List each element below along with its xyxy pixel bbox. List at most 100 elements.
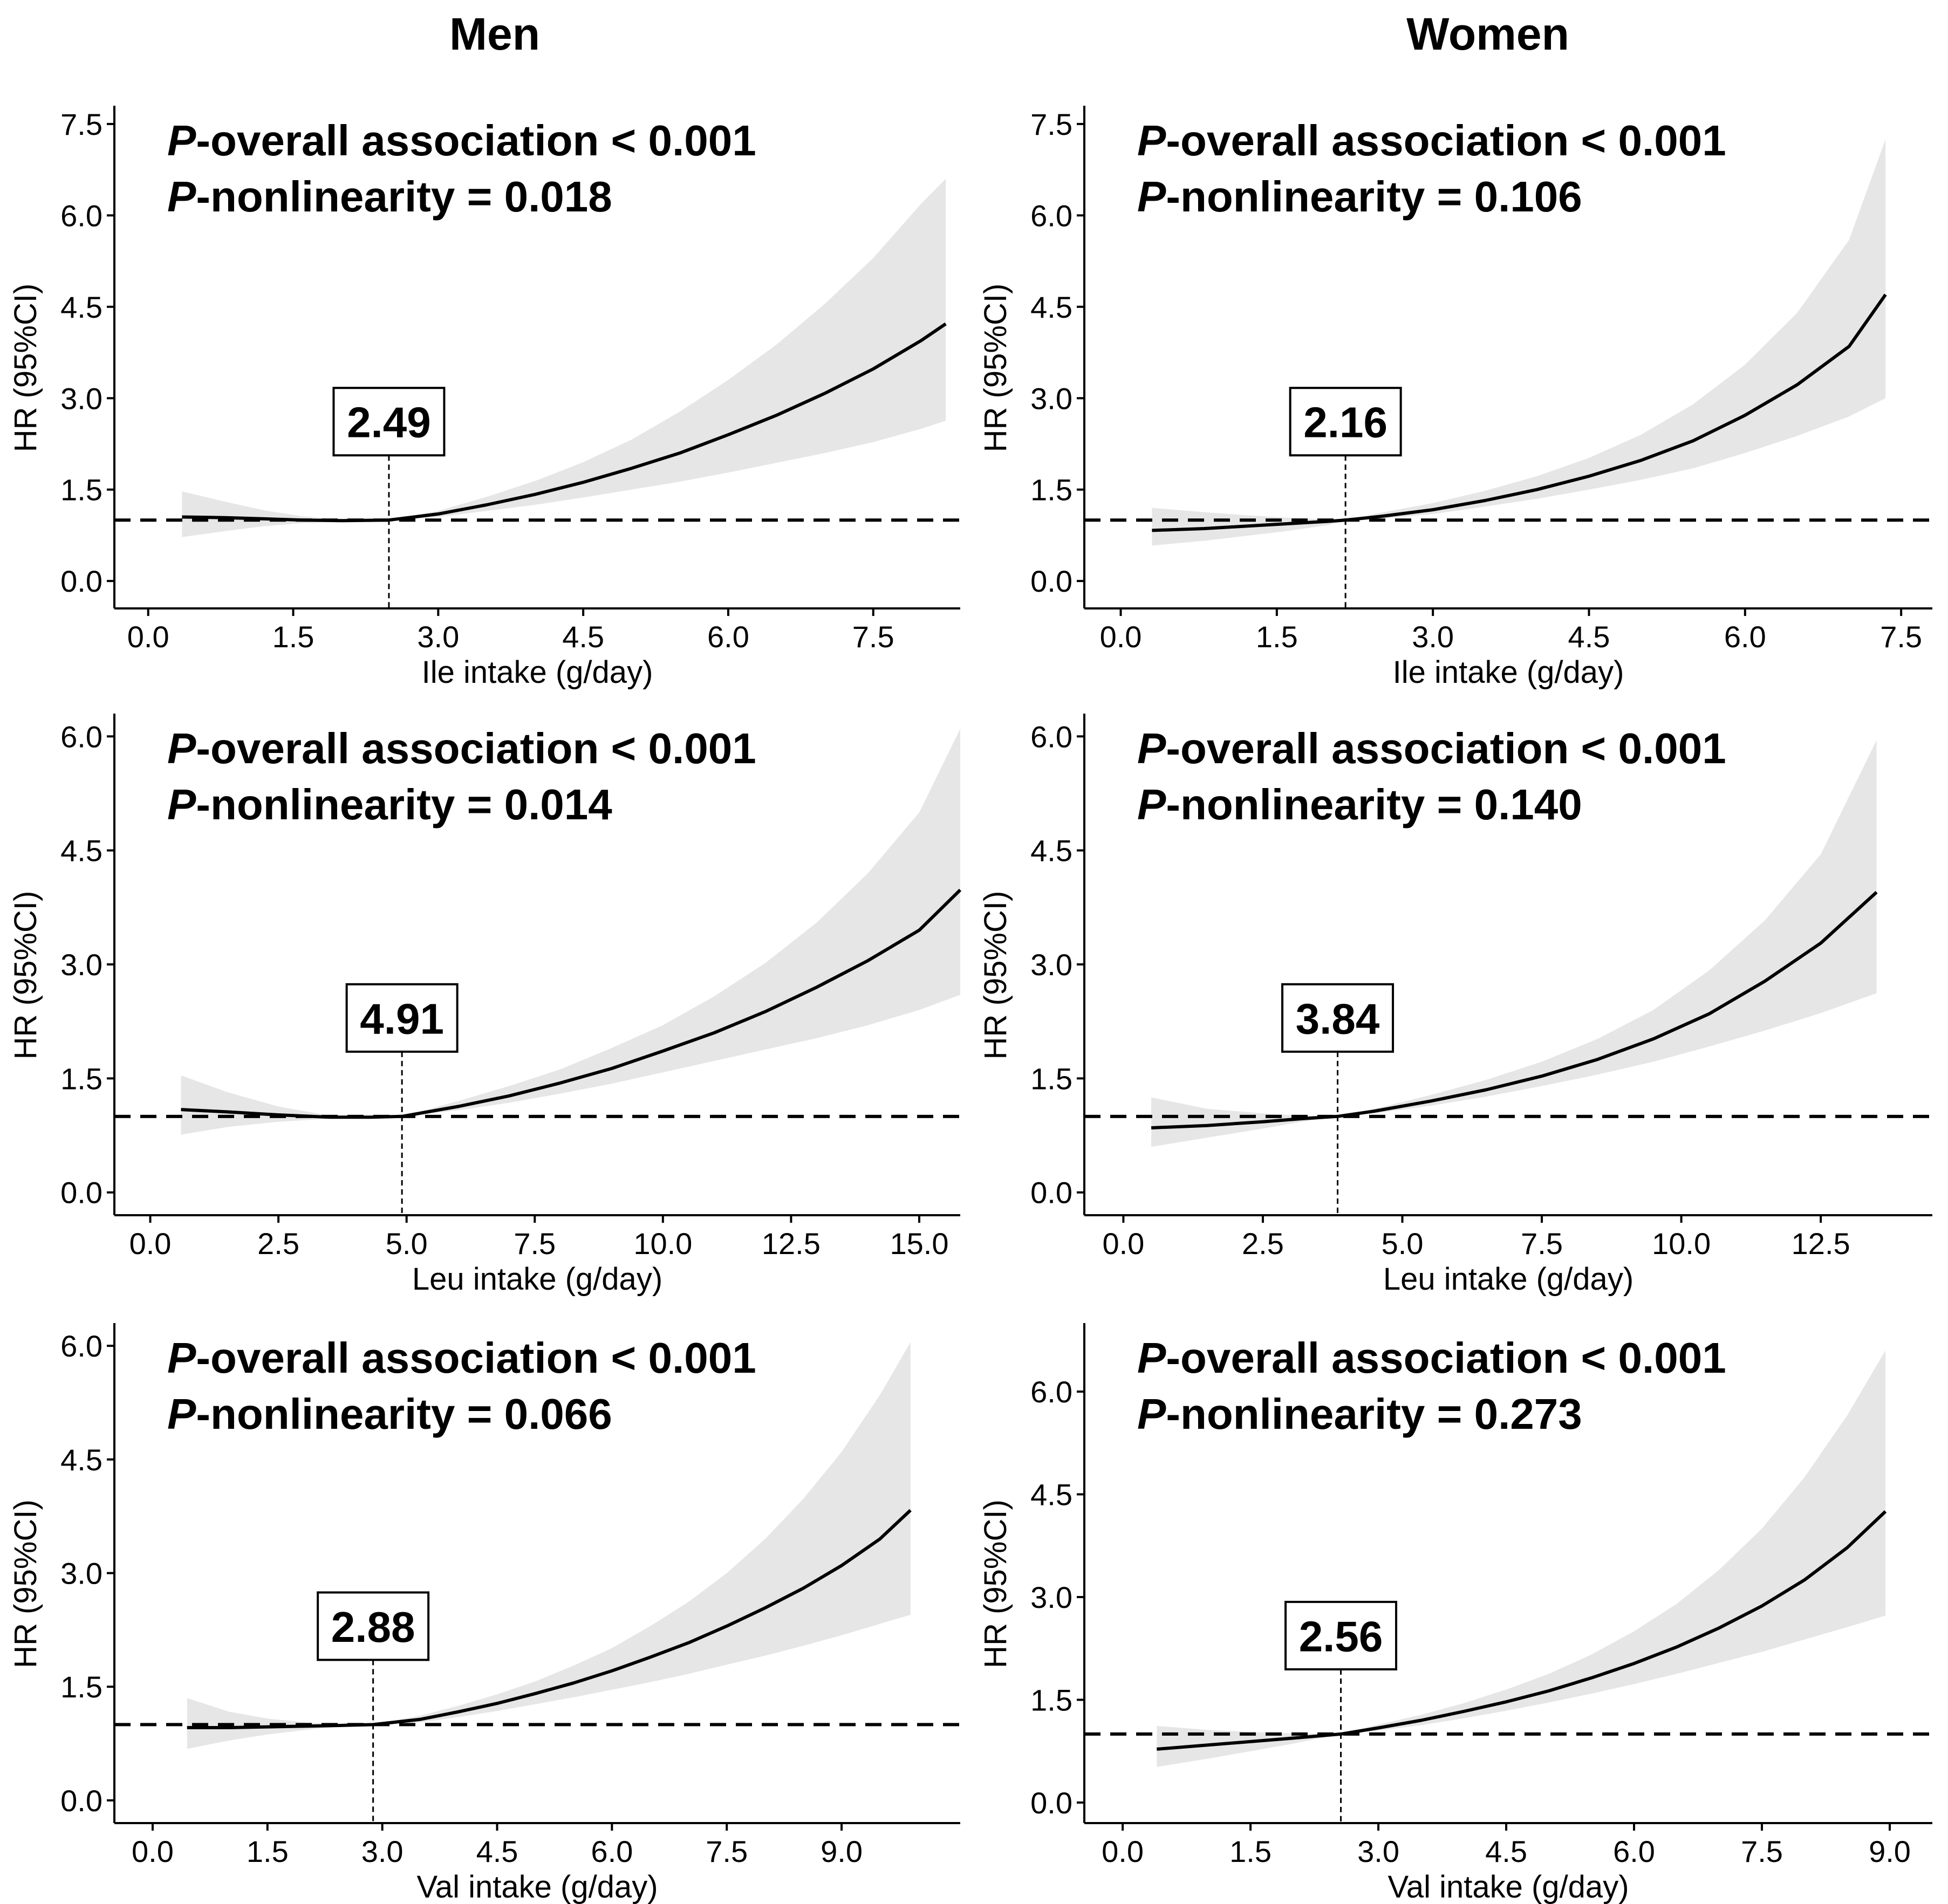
x-tick-label: 3.0 [417,620,459,654]
y-axis-title: HR (95%CI) [978,891,1013,1060]
y-axis-title: HR (95%CI) [8,1499,43,1668]
hr-curve [1151,891,1878,1129]
x-tick-label: 12.5 [1792,1227,1850,1261]
y-tick-label: 1.5 [60,473,102,507]
y-tick-label: 0.0 [60,564,102,598]
knot-label-box [1289,387,1402,457]
x-axis-title: Ile intake (g/day) [422,655,653,690]
x-tick-label: 1.5 [247,1834,289,1868]
y-tick-label: 4.5 [1030,290,1072,324]
confidence-band [181,729,960,1135]
hr-curve [181,888,962,1119]
confidence-band [1152,139,1886,546]
p-symbol: P [1137,173,1166,221]
p-overall-annotation: P-overall association < 0.001 [1137,724,1726,772]
p-nonlinearity-text: -nonlinearity = 0.106 [1166,173,1582,221]
y-tick-label: 3.0 [1030,381,1072,415]
x-tick-label: 0.0 [1102,1227,1144,1261]
x-tick-label: 6.0 [1613,1834,1655,1868]
knot-label-box [332,387,446,457]
y-axis-title: HR (95%CI) [978,1499,1013,1668]
x-tick-label: 7.5 [852,620,894,654]
y-tick-label: 1.5 [1030,473,1072,507]
y-axis-title: HR (95%CI) [8,284,43,453]
p-nonlinearity-annotation: P-nonlinearity = 0.014 [167,780,612,828]
p-overall-text: -overall association < 0.001 [196,117,756,165]
chart-panel-women-val: 2.56 0.0 1.5 3.0 4.5 6.0 0.0 1.5 3.0 4.5 6.0 7.5 9.0… [978,1323,1932,1904]
x-tick-label: 1.5 [1229,1834,1272,1868]
y-tick-label: 6.0 [60,1329,102,1363]
p-nonlinearity-text: -nonlinearity = 0.066 [196,1390,612,1438]
x-tick-label: 2.5 [257,1227,299,1261]
x-tick-label: 7.5 [514,1227,556,1261]
x-tick-label: 7.5 [1741,1834,1783,1868]
p-overall-text: -overall association < 0.001 [1166,724,1726,772]
p-overall-text: -overall association < 0.001 [196,1334,756,1382]
x-tick-label: 0.0 [127,620,169,654]
p-nonlinearity-text: -nonlinearity = 0.140 [1166,780,1582,828]
knot-label: 4.91 [360,995,444,1043]
y-tick-label: 4.5 [1030,834,1072,868]
p-overall-text: -overall association < 0.001 [1166,117,1726,165]
x-tick-label: 0.0 [132,1834,174,1868]
p-symbol: P [1137,1334,1166,1382]
x-tick-label: 7.5 [1880,620,1922,654]
knot-label: 2.56 [1299,1612,1383,1660]
x-axis-title: Val intake (g/day) [1387,1869,1629,1904]
y-tick-label: 3.0 [1030,1580,1072,1614]
y-tick-label: 7.5 [60,107,102,141]
x-tick-label: 3.0 [1412,620,1454,654]
p-nonlinearity-annotation: P-nonlinearity = 0.140 [1137,780,1582,828]
column-title-men: Men [449,9,540,59]
p-symbol: P [167,1390,196,1438]
y-tick-label: 4.5 [60,290,102,324]
p-overall-text: -overall association < 0.001 [1166,1334,1726,1382]
x-tick-label: 12.5 [762,1227,821,1261]
p-nonlinearity-annotation: P-nonlinearity = 0.066 [167,1390,612,1438]
y-tick-label: 6.0 [1030,720,1072,754]
chart-panel-women-leu: 3.84 0.0 1.5 3.0 4.5 6.0 0.0 2.5 5.0 7.5 10.0 12.5 L… [978,714,1932,1297]
x-axis-title: Leu intake (g/day) [1383,1262,1633,1297]
x-tick-label: 4.5 [562,620,604,654]
x-tick-label: 1.5 [272,620,315,654]
y-tick-label: 3.0 [1030,948,1072,982]
confidence-band [1151,740,1877,1147]
knot-label: 2.88 [331,1603,415,1651]
confidence-band [187,1342,911,1749]
x-tick-label: 10.0 [1652,1227,1711,1261]
x-tick-label: 9.0 [821,1834,863,1868]
y-tick-label: 3.0 [60,381,102,415]
y-tick-label: 4.5 [60,1443,102,1477]
knot-label: 2.16 [1303,399,1387,447]
x-tick-label: 0.0 [1100,620,1142,654]
x-tick-label: 6.0 [1724,620,1766,654]
y-tick-label: 1.5 [1030,1683,1072,1717]
y-tick-label: 3.0 [60,948,102,982]
x-tick-label: 0.0 [129,1227,172,1261]
x-tick-label: 3.0 [1357,1834,1399,1868]
chart-panel-men-leu: 4.91 0.0 1.5 3.0 4.5 6.0 0.0 2.5 5.0 7.5 10.0 12.5 1… [8,714,962,1297]
hr-curve [187,1509,912,1729]
column-title-women: Women [1406,9,1569,59]
x-tick-label: 0.0 [1102,1834,1144,1868]
x-axis-title: Val intake (g/day) [416,1869,658,1904]
y-tick-label: 1.5 [60,1670,102,1704]
x-axis-title: Leu intake (g/day) [412,1262,662,1297]
x-tick-label: 15.0 [890,1227,948,1261]
y-tick-label: 0.0 [60,1176,102,1210]
x-tick-label: 1.5 [1256,620,1298,654]
chart-panel-men-ile: 2.49 0.0 1.5 3.0 4.5 6.0 7.5 0.0 1.5 3.0 4.5 6.0 7.5… [8,106,960,690]
hr-curve [182,322,947,523]
p-symbol: P [167,1334,196,1382]
knot-label-box [1284,1600,1398,1670]
y-tick-label: 6.0 [60,720,102,754]
y-tick-label: 0.0 [1030,564,1072,598]
y-tick-label: 7.5 [1030,107,1072,141]
p-overall-annotation: P-overall association < 0.001 [167,724,756,772]
p-nonlinearity-annotation: P-nonlinearity = 0.018 [167,173,612,221]
x-tick-label: 4.5 [1485,1834,1527,1868]
p-overall-text: -overall association < 0.001 [196,724,756,772]
p-nonlinearity-text: -nonlinearity = 0.273 [1166,1390,1582,1438]
p-symbol: P [1137,117,1166,165]
